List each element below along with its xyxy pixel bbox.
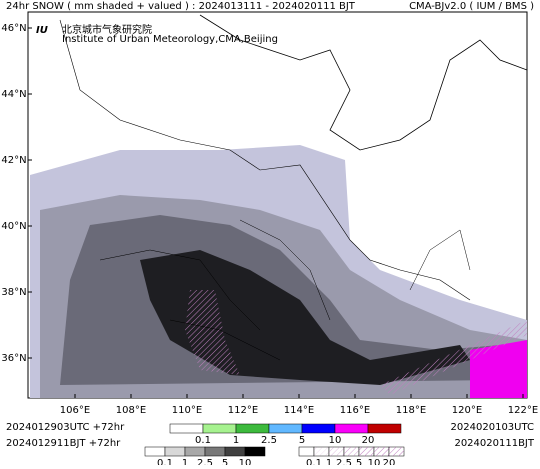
legend-swatch — [367, 423, 402, 434]
hatch-area — [185, 290, 240, 375]
legend-label: 0.1 — [157, 458, 173, 465]
valid-bjt: 2024020111BJT — [454, 438, 534, 449]
lon-label: 114°E — [284, 405, 314, 416]
lon-axis: 106°E 108°E 110°E 112°E 114°E 116°E 118°E 120°E… — [60, 394, 538, 416]
legend-swatch — [202, 423, 237, 434]
shade-magenta — [470, 340, 527, 398]
lon-label: 112°E — [228, 405, 258, 416]
legend-swatch — [235, 423, 270, 434]
lon-label: 120°E — [452, 405, 482, 416]
lon-label: 106°E — [60, 405, 90, 416]
legend-hatch — [359, 447, 374, 456]
legend-label: 10 — [329, 435, 342, 446]
legend-swatch — [164, 446, 186, 457]
lat-label: 46°N — [1, 23, 26, 34]
legend-swatch — [169, 423, 204, 434]
legend-label: 10 — [368, 458, 381, 465]
legend-label: 5 — [222, 458, 228, 465]
init-utc: 2024012903UTC +72hr — [6, 422, 125, 433]
legend-label: 2.5 — [197, 458, 213, 465]
legend-hatch — [374, 447, 389, 456]
title: 24hr SNOW ( mm shaded + valued ) : 20240… — [6, 1, 356, 12]
logo-text: 北京城市气象研究院 — [62, 23, 152, 36]
lat-label: 38°N — [1, 287, 26, 298]
legend-swatch — [184, 446, 206, 457]
lon-label: 116°E — [340, 405, 370, 416]
legend-label: 2.5 — [261, 435, 277, 446]
legend-label: 2.5 — [336, 458, 352, 465]
logo-subtext: Institute of Urban Meteorology,CMA,Beiji… — [62, 34, 278, 45]
lat-label: 40°N — [1, 221, 26, 232]
lat-label: 42°N — [1, 155, 26, 166]
legend-label: 20 — [362, 435, 375, 446]
legend-swatch — [224, 446, 246, 457]
lon-label: 122°E — [508, 405, 538, 416]
legend-swatch — [301, 423, 336, 434]
map-area: IU 北京城市气象研究院 Institute of Urban Meteorol… — [27, 11, 528, 399]
legend-hatch — [344, 447, 359, 456]
legend-swatch — [204, 446, 226, 457]
legend-hatch — [329, 447, 344, 456]
legend-swatch — [144, 446, 166, 457]
model-label: CMA-BJv2.0 ( IUM / BMS ) — [409, 1, 534, 12]
init-bjt: 2024012911BJT +72hr — [6, 438, 121, 449]
hatch-area — [380, 320, 527, 395]
lon-label: 110°E — [172, 405, 202, 416]
lon-label: 118°E — [396, 405, 426, 416]
legend-hatch — [389, 447, 404, 456]
lat-label: 44°N — [1, 89, 26, 100]
legend-label: 5 — [299, 435, 305, 446]
logo-mark: IU — [36, 25, 48, 36]
lat-axis: 46°N 44°N 42°N 40°N 38°N 36°N — [1, 23, 32, 364]
border-line — [59, 19, 471, 301]
border-line — [99, 219, 471, 361]
legend-label: 1 — [326, 458, 332, 465]
legend-hatch — [314, 447, 329, 456]
legend-label: 10 — [239, 458, 252, 465]
legend-label: 1 — [233, 435, 239, 446]
legend-label: 20 — [383, 458, 396, 465]
legend-label: 5 — [356, 458, 362, 465]
legend-label: 1 — [182, 458, 188, 465]
lat-label: 36°N — [1, 353, 26, 364]
legend-swatch — [334, 423, 369, 434]
logo: IU 北京城市气象研究院 Institute of Urban Meteorol… — [36, 23, 278, 45]
border-line — [199, 14, 528, 151]
legend-label: 0.1 — [195, 435, 211, 446]
legend-swatch — [268, 423, 303, 434]
valid-utc: 2024020103UTC — [451, 422, 534, 433]
legend-label: 0.1 — [306, 458, 322, 465]
legend-swatch — [298, 446, 315, 457]
lon-label: 108°E — [116, 405, 146, 416]
legend-swatch — [244, 446, 266, 457]
